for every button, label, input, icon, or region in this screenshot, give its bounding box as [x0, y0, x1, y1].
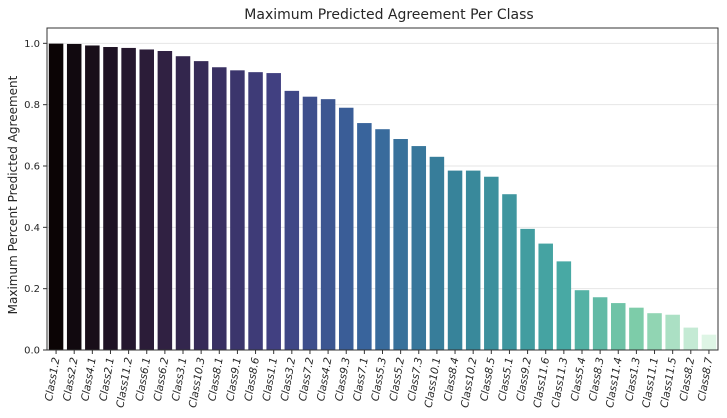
x-tick-label: Class8.4 [442, 356, 462, 402]
x-tick-label: Class8.7 [696, 356, 716, 402]
bar-class7-1 [357, 123, 372, 350]
x-tick-label: Class5.2 [388, 356, 408, 402]
bar-class9-3 [338, 107, 354, 350]
bar-class11-5 [665, 314, 680, 350]
x-tick-label: Class2.2 [61, 356, 81, 402]
bar-class2-1 [103, 47, 118, 350]
x-tick-label: Class8.5 [478, 356, 498, 402]
x-tick-label: Class11.3 [550, 356, 571, 408]
bar-class9-1 [230, 70, 245, 350]
bar-class8-4 [447, 170, 463, 350]
bar-class9-2 [520, 228, 535, 350]
x-tick-label: Class6.2 [152, 356, 172, 402]
x-tick-label: Class7.2 [297, 356, 317, 402]
bar-class6-1 [139, 49, 154, 350]
x-tick-label: Class8.2 [678, 356, 698, 402]
bar-class7-2 [302, 96, 318, 350]
y-tick-label: 0.6 [24, 162, 40, 173]
x-tick-label: Class9.1 [224, 356, 244, 402]
plot-area: 0.00.20.40.60.81.0Class1.2Class2.2Class4… [24, 27, 719, 409]
x-tick-label: Class3.2 [279, 356, 299, 402]
x-tick-label: Class10.3 [187, 356, 208, 408]
bar-class8-3 [592, 297, 608, 350]
x-tick-label: Class9.3 [333, 356, 353, 402]
x-tick-label: Class10.1 [423, 356, 444, 408]
y-axis-label: Maximum Percent Predicted Agreement [6, 75, 20, 314]
bar-class11-2 [121, 47, 136, 351]
bar-class10-3 [193, 61, 209, 351]
bar-class8-5 [484, 176, 499, 350]
bar-class4-2 [320, 99, 336, 351]
x-tick-label: Class9.2 [515, 356, 535, 402]
bar-class3-2 [284, 90, 300, 351]
x-tick-label: Class11.5 [658, 356, 679, 409]
bar-class11-6 [538, 243, 553, 350]
x-tick-label: Class1.1 [261, 356, 281, 402]
x-tick-label: Class11.6 [531, 356, 552, 409]
bar-class4-1 [85, 45, 100, 350]
bar-class5-2 [393, 139, 408, 350]
x-tick-label: Class5.3 [369, 356, 389, 402]
y-tick-label: 0.2 [24, 284, 40, 295]
x-tick-label: Class8.3 [587, 356, 607, 402]
bar-class11-4 [611, 303, 626, 350]
bar-class2-2 [66, 43, 82, 350]
x-tick-label: Class11.1 [640, 356, 661, 408]
x-tick-label: Class3.1 [170, 356, 190, 402]
x-tick-label: Class2.1 [97, 356, 117, 402]
bar-class8-6 [248, 72, 263, 350]
chart-title: Maximum Predicted Agreement Per Class [244, 7, 533, 23]
bar-class11-1 [647, 313, 662, 350]
bar-class7-3 [411, 146, 427, 350]
x-tick-label: Class6.1 [134, 356, 154, 402]
bar-class1-2 [48, 43, 64, 350]
bar-class8-2 [683, 327, 699, 350]
bar-class3-1 [175, 56, 191, 351]
bar-class1-1 [266, 73, 281, 350]
bar-class10-2 [465, 170, 481, 350]
y-tick-label: 0.0 [24, 346, 40, 357]
bar-class11-3 [556, 261, 572, 350]
x-tick-label: Class10.2 [459, 356, 480, 409]
y-tick-label: 0.4 [24, 223, 40, 234]
x-tick-label: Class5.1 [496, 356, 516, 402]
y-tick-label: 0.8 [24, 100, 40, 111]
x-tick-label: Class1.3 [623, 356, 643, 402]
x-tick-label: Class7.1 [351, 356, 371, 402]
x-tick-label: Class5.4 [569, 356, 589, 402]
x-tick-label: Class8.1 [206, 356, 226, 402]
x-tick-label: Class11.4 [604, 356, 625, 408]
bar-class8-7 [701, 334, 717, 350]
bar-class8-1 [212, 67, 227, 350]
bar-class5-4 [574, 290, 590, 350]
x-tick-label: Class7.3 [406, 356, 426, 402]
x-tick-label: Class8.6 [242, 356, 262, 402]
axes-frame [46, 27, 719, 351]
x-tick-label: Class4.1 [79, 356, 99, 402]
bar-class5-1 [502, 194, 517, 350]
bar-class1-3 [629, 307, 644, 350]
x-tick-label: Class1.2 [43, 356, 63, 402]
bar-class5-3 [375, 129, 390, 350]
bar-class10-1 [429, 156, 445, 350]
x-tick-label: Class4.2 [315, 356, 335, 402]
y-tick-label: 1.0 [24, 39, 40, 50]
x-tick-label: Class11.2 [114, 356, 135, 409]
bar-class6-2 [157, 51, 173, 350]
